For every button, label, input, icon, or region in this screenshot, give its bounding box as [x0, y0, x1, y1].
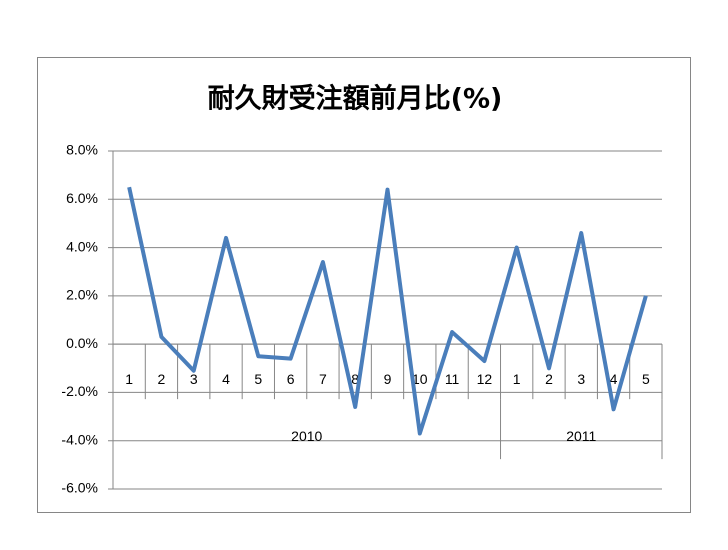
line-series — [127, 186, 648, 436]
x-tick-label: 10 — [412, 371, 428, 387]
x-tick-label: 1 — [513, 371, 521, 387]
y-tick-label: 4.0% — [66, 238, 98, 254]
y-tick-label: -2.0% — [61, 383, 98, 399]
x-group-label: 2010 — [291, 428, 322, 444]
x-group-label: 2011 — [566, 428, 596, 444]
y-tick-label: 6.0% — [66, 190, 98, 206]
x-tick-label: 5 — [254, 371, 262, 387]
x-tick-label: 6 — [287, 371, 295, 387]
y-tick-label: 8.0% — [66, 142, 98, 158]
y-tick-label: 0.0% — [66, 335, 98, 351]
x-tick-label: 2 — [545, 371, 553, 387]
x-tick-label: 4 — [222, 371, 230, 387]
x-tick-label: 2 — [158, 371, 166, 387]
x-tick-label: 9 — [384, 371, 392, 387]
x-tick-label: 8 — [351, 371, 359, 387]
chart-title: 耐久財受注額前月比(%) — [208, 83, 503, 115]
x-tick-label: 5 — [642, 371, 650, 387]
y-tick-label: 2.0% — [66, 287, 98, 303]
x-tick-label: 1 — [125, 371, 133, 387]
chart-border — [37, 57, 691, 513]
y-tick-label: -4.0% — [61, 431, 98, 447]
x-tick-label: 12 — [477, 371, 493, 387]
x-tick-label: 4 — [610, 371, 618, 387]
x-tick-label: 3 — [577, 371, 585, 387]
x-tick-label: 7 — [319, 371, 327, 387]
y-tick-label: -6.0% — [61, 480, 98, 496]
x-tick-label: 11 — [445, 371, 460, 387]
x-tick-label: 3 — [190, 371, 198, 387]
